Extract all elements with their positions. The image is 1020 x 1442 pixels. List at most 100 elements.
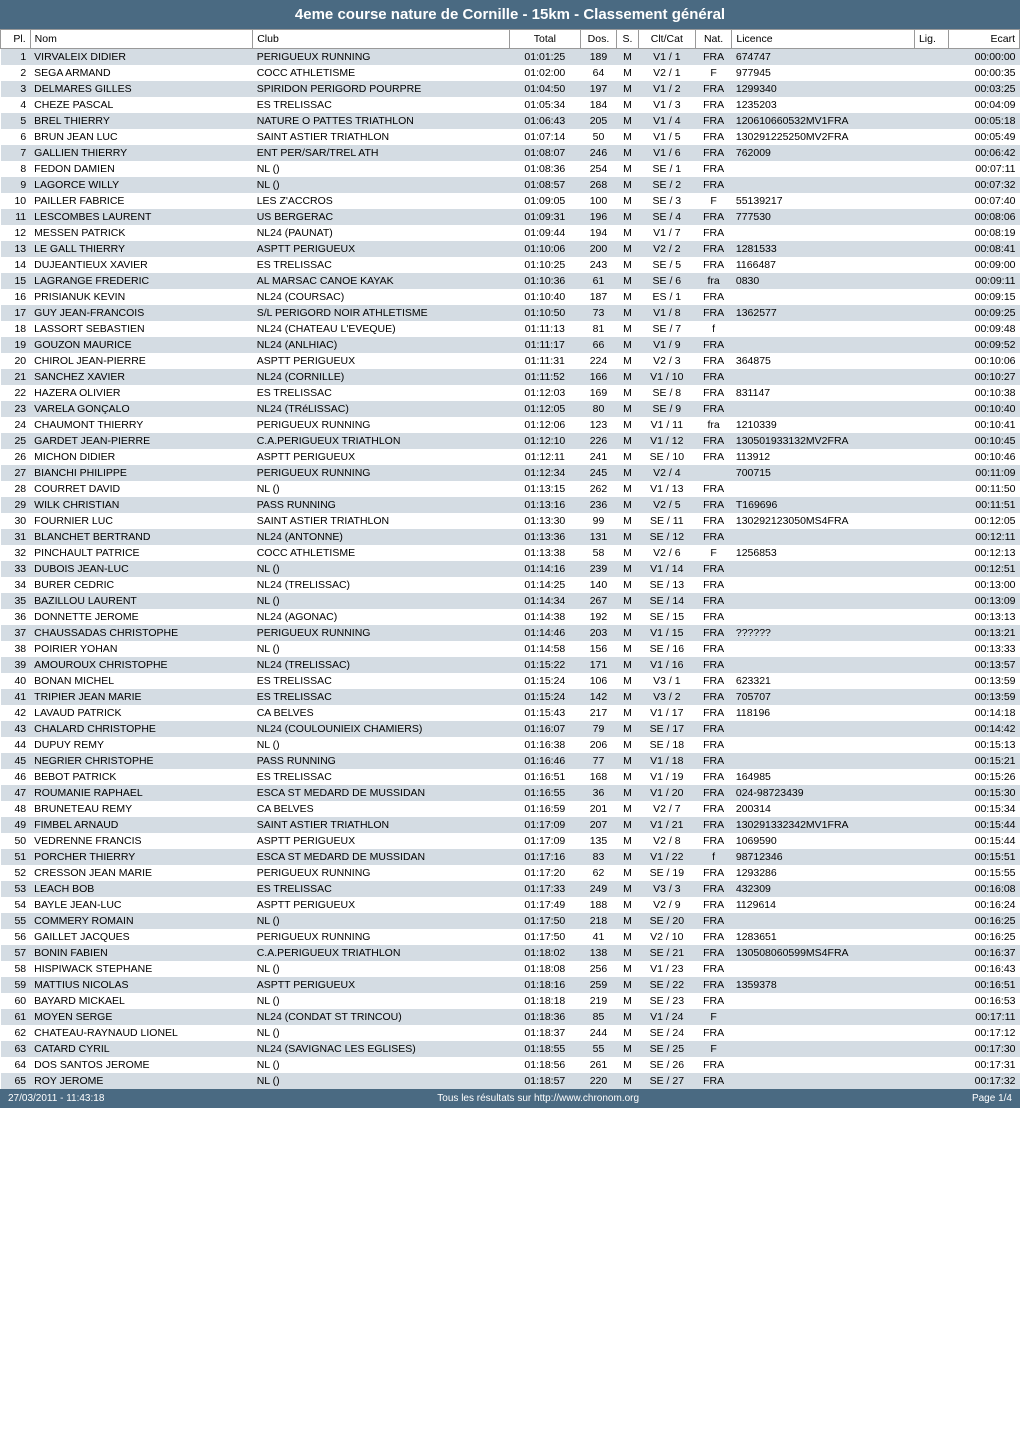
cell-club: ES TRELISSAC xyxy=(253,257,510,273)
cell-nat: f xyxy=(695,849,732,865)
cell-nat: FRA xyxy=(695,753,732,769)
cell-pl: 41 xyxy=(1,689,31,705)
cell-cat: SE / 10 xyxy=(638,449,695,465)
cell-pl: 20 xyxy=(1,353,31,369)
cell-pl: 23 xyxy=(1,401,31,417)
cell-pl: 9 xyxy=(1,177,31,193)
cell-s: M xyxy=(617,289,639,305)
cell-total: 01:11:52 xyxy=(509,369,580,385)
cell-pl: 53 xyxy=(1,881,31,897)
cell-nom: BEBOT PATRICK xyxy=(30,769,253,785)
cell-nom: GOUZON MAURICE xyxy=(30,337,253,353)
cell-ecart: 00:10:06 xyxy=(949,353,1020,369)
cell-s: M xyxy=(617,209,639,225)
cell-ecart: 00:15:26 xyxy=(949,769,1020,785)
cell-ecart: 00:08:06 xyxy=(949,209,1020,225)
cell-nat: F xyxy=(695,1009,732,1025)
cell-nat: FRA xyxy=(695,1025,732,1041)
cell-lic: 1256853 xyxy=(732,545,915,561)
cell-ecart: 00:15:13 xyxy=(949,737,1020,753)
cell-nat: FRA xyxy=(695,737,732,753)
cell-cat: SE / 18 xyxy=(638,737,695,753)
cell-s: M xyxy=(617,705,639,721)
cell-nat: FRA xyxy=(695,1073,732,1089)
cell-dos: 188 xyxy=(580,897,617,913)
cell-lic xyxy=(732,577,915,593)
cell-ecart: 00:15:44 xyxy=(949,817,1020,833)
cell-total: 01:18:37 xyxy=(509,1025,580,1041)
cell-lig xyxy=(914,97,948,113)
cell-cat: V1 / 15 xyxy=(638,625,695,641)
cell-dos: 241 xyxy=(580,449,617,465)
cell-ecart: 00:16:37 xyxy=(949,945,1020,961)
cell-total: 01:09:31 xyxy=(509,209,580,225)
cell-pl: 36 xyxy=(1,609,31,625)
cell-cat: SE / 5 xyxy=(638,257,695,273)
cell-pl: 34 xyxy=(1,577,31,593)
cell-nom: LAGORCE WILLY xyxy=(30,177,253,193)
cell-s: M xyxy=(617,161,639,177)
cell-nat: FRA xyxy=(695,369,732,385)
cell-nat: FRA xyxy=(695,529,732,545)
cell-ecart: 00:09:00 xyxy=(949,257,1020,273)
cell-lig xyxy=(914,49,948,66)
cell-cat: V2 / 6 xyxy=(638,545,695,561)
table-row: 58HISPIWACK STEPHANENL ()01:18:08256MV1 … xyxy=(1,961,1020,977)
table-row: 23VARELA GONÇALONL24 (TRéLISSAC)01:12:05… xyxy=(1,401,1020,417)
cell-cat: SE / 3 xyxy=(638,193,695,209)
cell-dos: 66 xyxy=(580,337,617,353)
col-header-lig: Lig. xyxy=(914,30,948,49)
cell-pl: 44 xyxy=(1,737,31,753)
cell-cat: V1 / 7 xyxy=(638,225,695,241)
cell-club: SAINT ASTIER TRIATHLON xyxy=(253,129,510,145)
cell-pl: 13 xyxy=(1,241,31,257)
cell-cat: SE / 8 xyxy=(638,385,695,401)
cell-club: NL () xyxy=(253,1073,510,1089)
cell-club: SAINT ASTIER TRIATHLON xyxy=(253,817,510,833)
cell-nat: FRA xyxy=(695,449,732,465)
table-row: 27BIANCHI PHILIPPEPERIGUEUX RUNNING01:12… xyxy=(1,465,1020,481)
cell-lig xyxy=(914,897,948,913)
table-row: 50VEDRENNE FRANCISASPTT PERIGUEUX01:17:0… xyxy=(1,833,1020,849)
cell-lic xyxy=(732,529,915,545)
cell-lic xyxy=(732,1025,915,1041)
cell-ecart: 00:11:50 xyxy=(949,481,1020,497)
cell-lic: 1283651 xyxy=(732,929,915,945)
cell-pl: 62 xyxy=(1,1025,31,1041)
cell-total: 01:16:38 xyxy=(509,737,580,753)
cell-cat: V2 / 3 xyxy=(638,353,695,369)
cell-ecart: 00:08:19 xyxy=(949,225,1020,241)
cell-dos: 50 xyxy=(580,129,617,145)
table-row: 62CHATEAU-RAYNAUD LIONELNL ()01:18:37244… xyxy=(1,1025,1020,1041)
cell-nom: BURER CEDRIC xyxy=(30,577,253,593)
table-row: 12MESSEN PATRICKNL24 (PAUNAT)01:09:44194… xyxy=(1,225,1020,241)
cell-dos: 85 xyxy=(580,1009,617,1025)
cell-club: NL24 (COULOUNIEIX CHAMIERS) xyxy=(253,721,510,737)
table-row: 46BEBOT PATRICKES TRELISSAC01:16:51168MV… xyxy=(1,769,1020,785)
cell-lic xyxy=(732,1057,915,1073)
cell-nom: MICHON DIDIER xyxy=(30,449,253,465)
cell-pl: 6 xyxy=(1,129,31,145)
cell-nom: PAILLER FABRICE xyxy=(30,193,253,209)
cell-dos: 218 xyxy=(580,913,617,929)
table-row: 55COMMERY ROMAINNL ()01:17:50218MSE / 20… xyxy=(1,913,1020,929)
cell-cat: V1 / 8 xyxy=(638,305,695,321)
cell-cat: V1 / 10 xyxy=(638,369,695,385)
cell-s: M xyxy=(617,577,639,593)
cell-dos: 256 xyxy=(580,961,617,977)
cell-nat: FRA xyxy=(695,897,732,913)
cell-nat: FRA xyxy=(695,641,732,657)
cell-cat: V3 / 3 xyxy=(638,881,695,897)
cell-pl: 43 xyxy=(1,721,31,737)
cell-dos: 41 xyxy=(580,929,617,945)
cell-pl: 45 xyxy=(1,753,31,769)
cell-total: 01:16:07 xyxy=(509,721,580,737)
cell-lig xyxy=(914,945,948,961)
cell-lic: ?????? xyxy=(732,625,915,641)
cell-nom: CHALARD CHRISTOPHE xyxy=(30,721,253,737)
col-header-nat: Nat. xyxy=(695,30,732,49)
table-row: 49FIMBEL ARNAUDSAINT ASTIER TRIATHLON01:… xyxy=(1,817,1020,833)
cell-cat: SE / 24 xyxy=(638,1025,695,1041)
cell-dos: 203 xyxy=(580,625,617,641)
cell-ecart: 00:09:15 xyxy=(949,289,1020,305)
